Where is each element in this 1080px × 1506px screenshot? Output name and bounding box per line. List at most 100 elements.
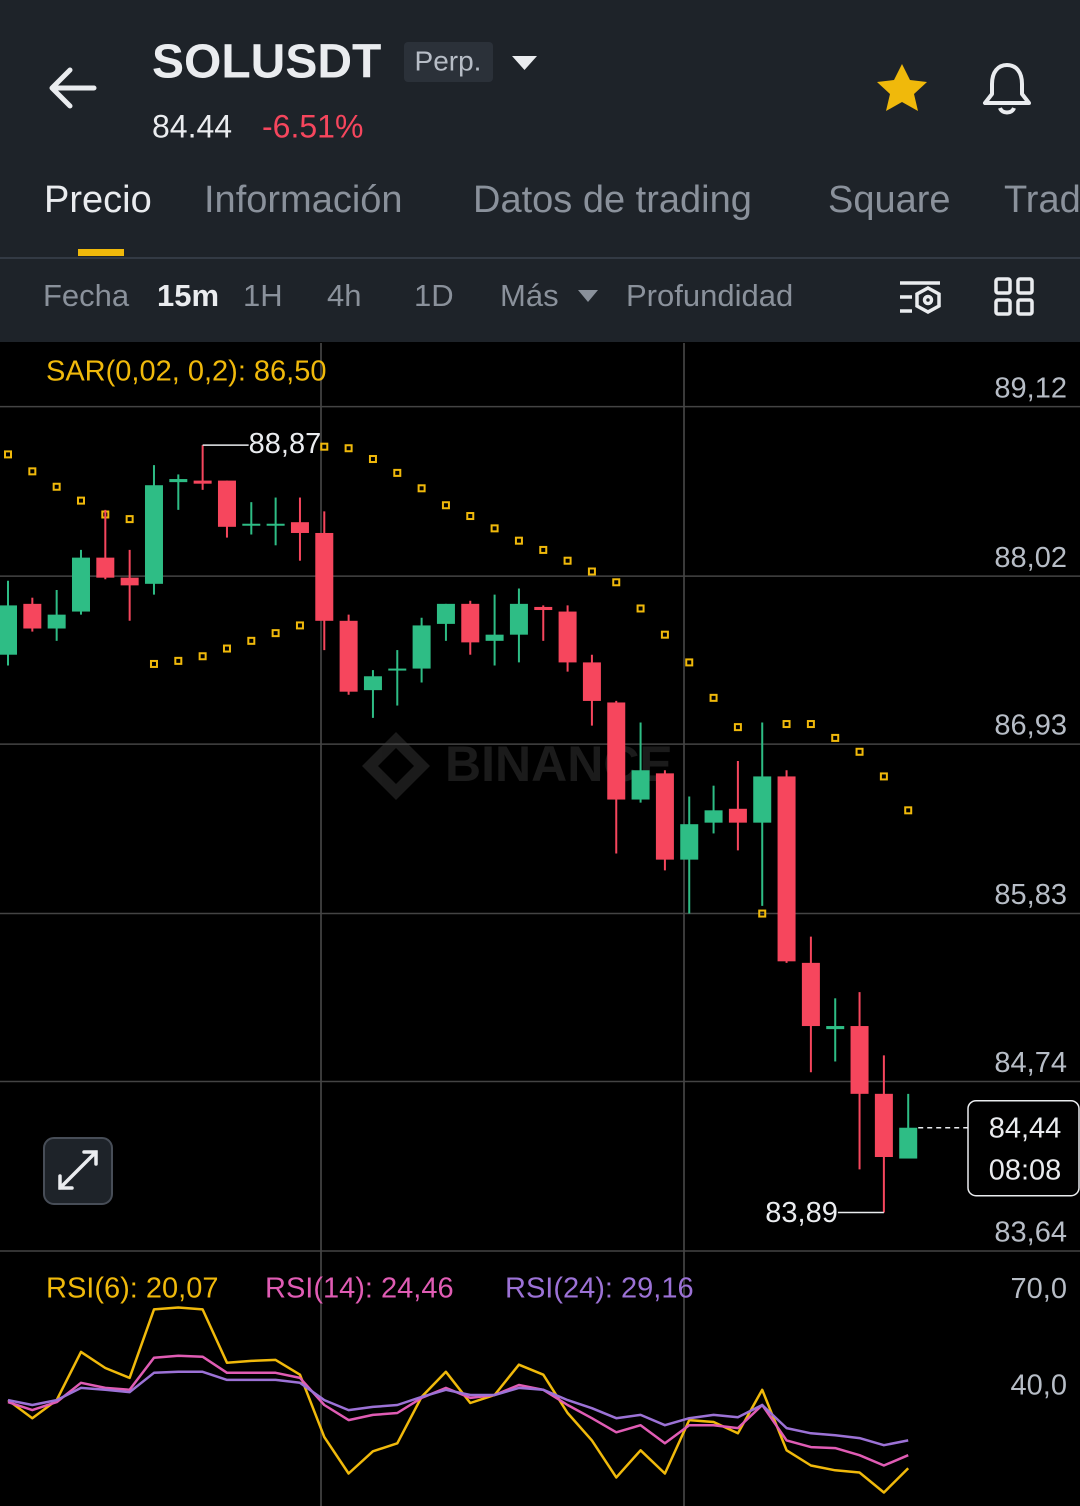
indicator-settings[interactable] bbox=[900, 281, 941, 314]
sar-dot bbox=[539, 545, 548, 554]
toolbar-item[interactable]: 1H bbox=[243, 278, 283, 313]
sar-dot bbox=[806, 720, 815, 729]
candle-body bbox=[509, 603, 528, 635]
sar-dot bbox=[587, 567, 596, 576]
sar-dot bbox=[685, 658, 694, 667]
sar-dot bbox=[904, 806, 913, 815]
top-bar-bg bbox=[0, 0, 1080, 342]
candle-body bbox=[631, 770, 650, 800]
candle-body bbox=[0, 605, 17, 655]
icon-hex bbox=[915, 286, 941, 314]
toolbar-item[interactable]: Fecha bbox=[43, 278, 130, 313]
candle-body bbox=[23, 603, 42, 629]
y-tick-label: 83,64 bbox=[994, 1217, 1067, 1249]
y-tick-label: 89,12 bbox=[994, 372, 1067, 404]
toolbar-item[interactable]: 15m bbox=[157, 278, 219, 313]
sar-dot bbox=[782, 720, 791, 729]
sar-dot bbox=[222, 644, 231, 653]
rsi-line bbox=[7, 1354, 909, 1467]
sar-dot bbox=[344, 444, 353, 453]
toolbar-item[interactable]: Más bbox=[500, 278, 559, 313]
badge-bg bbox=[404, 42, 493, 82]
sar-dot bbox=[879, 772, 888, 781]
sar-dot bbox=[563, 556, 572, 565]
watermark-logo bbox=[362, 732, 430, 800]
icon-cell bbox=[1016, 298, 1034, 316]
toolbar-item[interactable]: 4h bbox=[327, 278, 361, 313]
sar-dot bbox=[514, 536, 523, 545]
candle-body bbox=[290, 522, 309, 533]
sar-dot bbox=[4, 450, 12, 459]
sar-dot bbox=[320, 442, 329, 451]
candle-body bbox=[71, 557, 90, 612]
y-tick-label: 88,02 bbox=[994, 542, 1067, 574]
candle-body bbox=[388, 668, 407, 671]
sar-dot bbox=[295, 621, 304, 630]
sar-dot bbox=[733, 723, 742, 732]
sar-dot bbox=[758, 909, 767, 918]
candle-body bbox=[266, 523, 285, 526]
candle-body bbox=[655, 773, 674, 860]
y-tick-label: 70,0 bbox=[1011, 1273, 1067, 1305]
bell-body bbox=[983, 63, 1031, 105]
candle-body bbox=[704, 810, 723, 823]
candle-body bbox=[534, 606, 553, 611]
expand-button[interactable] bbox=[43, 1137, 113, 1205]
toolbar-item[interactable]: Profundidad bbox=[626, 278, 793, 313]
candle-body bbox=[826, 1026, 845, 1030]
candle-body bbox=[874, 1093, 893, 1158]
layout-button[interactable] bbox=[994, 277, 1034, 316]
tab[interactable]: Trad bbox=[1004, 179, 1080, 221]
icon-dot bbox=[922, 294, 934, 306]
low-label: 83,89 bbox=[765, 1197, 838, 1229]
candle-body bbox=[47, 614, 66, 629]
last-price-box bbox=[967, 1099, 1080, 1197]
sar-legend: SAR(0,02, 0,2): 86,50 bbox=[46, 356, 327, 388]
toolbar-item[interactable]: 1D bbox=[414, 278, 454, 313]
back-button[interactable] bbox=[49, 67, 97, 109]
candle-body bbox=[96, 557, 115, 578]
candle-body bbox=[436, 603, 455, 624]
rsi-line bbox=[7, 1370, 909, 1447]
change: -6.51% bbox=[262, 108, 363, 144]
icon-lines bbox=[900, 281, 940, 313]
sar-dot bbox=[831, 733, 840, 742]
price: 84.44 bbox=[152, 108, 232, 144]
watermark: BINANCE bbox=[362, 732, 673, 800]
candle-body bbox=[485, 634, 504, 641]
badge: Perp. bbox=[415, 45, 482, 76]
candle-body bbox=[144, 485, 163, 584]
candle-body bbox=[193, 480, 212, 484]
sar-dot bbox=[52, 482, 61, 491]
sar-dot bbox=[271, 629, 280, 638]
last-price: 84,44 bbox=[989, 1112, 1062, 1144]
dropdown-icon[interactable] bbox=[512, 56, 537, 70]
sar-dot bbox=[76, 496, 85, 505]
tab[interactable]: Precio bbox=[44, 179, 152, 221]
icon-cell bbox=[994, 298, 1012, 316]
sar-dot bbox=[174, 656, 183, 665]
candle-body bbox=[753, 776, 772, 823]
legend-entry: RSI(24): 29,16 bbox=[505, 1273, 694, 1305]
candle-body bbox=[461, 603, 480, 643]
candle-body bbox=[412, 625, 431, 669]
sar-dot bbox=[855, 747, 864, 756]
tab[interactable]: Square bbox=[828, 179, 951, 221]
favorite-star[interactable] bbox=[877, 64, 927, 111]
sar-dot bbox=[125, 515, 134, 524]
y-tick-label: 40,0 bbox=[1011, 1370, 1067, 1402]
candle-body bbox=[558, 611, 577, 663]
sar-dot bbox=[393, 468, 402, 477]
tab[interactable]: Información bbox=[204, 179, 403, 221]
sar-dot bbox=[198, 652, 207, 661]
candle-body bbox=[801, 962, 820, 1027]
candle-body bbox=[850, 1026, 869, 1094]
candle-body bbox=[363, 676, 382, 691]
sar-dot bbox=[247, 636, 256, 645]
alert-bell[interactable] bbox=[983, 63, 1031, 115]
candle-body bbox=[607, 702, 626, 800]
symbol[interactable]: SOLUSDT bbox=[152, 36, 381, 89]
candle-body bbox=[169, 479, 188, 483]
tab[interactable]: Datos de trading bbox=[473, 179, 752, 221]
